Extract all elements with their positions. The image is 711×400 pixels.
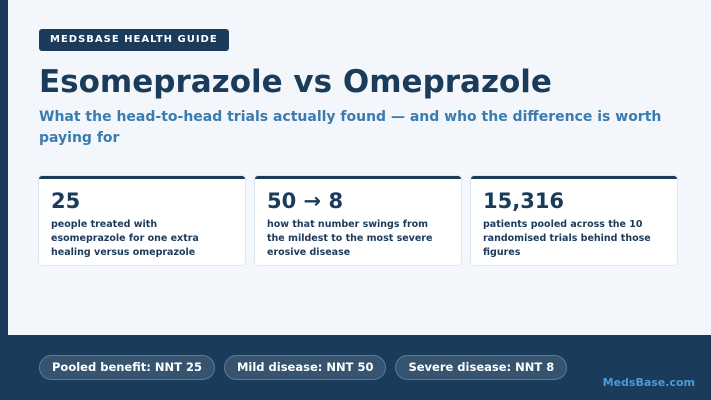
pill-pooled-benefit: Pooled benefit: NNT 25 (39, 355, 215, 380)
page-subtitle: What the head-to-head trials actually fo… (39, 109, 662, 146)
guide-badge: MEDSBASE HEALTH GUIDE (39, 29, 229, 51)
pill-severe-disease: Severe disease: NNT 8 (395, 355, 568, 380)
stat-value: 25 (51, 189, 81, 213)
footer-bar: Pooled benefit: NNT 25 Mild disease: NNT… (0, 335, 711, 400)
page-title: Esomeprazole vs Omeprazole (39, 64, 552, 100)
stats-row: 25 people treated with esomeprazole for … (39, 176, 677, 265)
stat-description: people treated with esomeprazole for one… (51, 219, 199, 258)
stat-value: 50 → 8 (267, 189, 344, 213)
left-accent-bar (0, 0, 8, 335)
stat-value: 15,316 (483, 189, 565, 213)
stat-description: how that number swings from the mildest … (267, 219, 433, 258)
pill-mild-disease: Mild disease: NNT 50 (223, 355, 387, 380)
stat-description: patients pooled across the 10 randomised… (483, 219, 651, 258)
stat-card-range: 50 → 8 how that number swings from the m… (255, 176, 461, 265)
brand-link[interactable]: MedsBase.com (602, 376, 695, 389)
stat-card-patients: 15,316 patients pooled across the 10 ran… (471, 176, 677, 265)
stat-card-nnt: 25 people treated with esomeprazole for … (39, 176, 245, 265)
summary-pills: Pooled benefit: NNT 25 Mild disease: NNT… (39, 355, 568, 380)
